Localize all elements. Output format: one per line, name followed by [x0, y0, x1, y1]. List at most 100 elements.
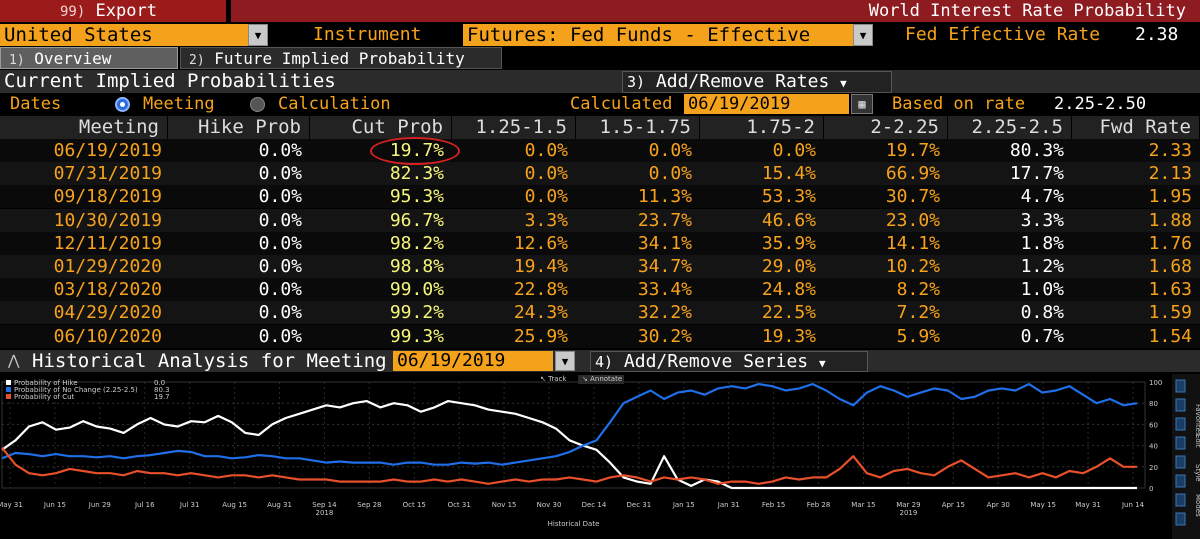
series-line — [1, 400, 1137, 490]
table-cell: 96.7% — [389, 209, 444, 231]
historical-dropdown-icon[interactable]: ▼ — [555, 351, 575, 371]
table-cell: 99.0% — [389, 279, 444, 301]
table-cell: 06/19/2019 — [53, 140, 162, 161]
tab-future-label: Future Implied Probability — [214, 49, 465, 68]
table-cell: 1.8% — [1020, 232, 1064, 254]
table-cell: 4.7% — [1020, 186, 1064, 208]
tab-overview-label: Overview — [34, 49, 112, 68]
column-header[interactable]: 1.25-1.5 — [452, 116, 576, 139]
column-header[interactable]: Cut Prob — [310, 116, 452, 139]
table-row[interactable] — [0, 162, 1200, 186]
calculated-date-input[interactable]: 06/19/2019 — [684, 94, 849, 114]
toolbar-icon — [1175, 474, 1186, 488]
section-title: Current Implied Probabilities — [4, 70, 336, 92]
table-cell: 1.88 — [1148, 209, 1192, 231]
column-header[interactable]: Meeting — [0, 116, 168, 139]
table-row[interactable] — [0, 255, 1200, 278]
x-tick-label: Nov 15 — [492, 501, 517, 509]
x-tick-label: Aug 31 — [267, 501, 292, 509]
meeting-radio[interactable] — [115, 97, 130, 112]
table-cell: 22.8% — [513, 279, 568, 301]
column-header[interactable]: Hike Prob — [168, 116, 310, 139]
add-remove-series-button[interactable]: 4) Add/Remove Series ▼ — [590, 351, 868, 372]
table-cell: 22.5% — [761, 302, 816, 324]
table-cell: 1.59 — [1148, 302, 1192, 324]
table-cell: 30.7% — [885, 186, 940, 208]
historical-meeting-input[interactable]: 06/19/2019 — [393, 351, 553, 371]
table-cell: 95.3% — [389, 186, 444, 208]
table-cell: 1.76 — [1148, 232, 1192, 254]
table-cell: 8.2% — [896, 279, 940, 301]
x-tick-label: May 15 — [1030, 501, 1056, 509]
table-cell: 06/10/2020 — [53, 325, 162, 347]
table-cell: 35.9% — [761, 232, 816, 254]
instrument-select[interactable]: Futures: Fed Funds - Effective — [463, 24, 853, 46]
table-row[interactable] — [0, 278, 1200, 302]
toolbar-icon — [1175, 436, 1186, 450]
toolbar-icon — [1175, 493, 1186, 507]
table-row[interactable] — [0, 301, 1200, 325]
table-cell: 0.0% — [648, 163, 692, 185]
table-cell: 0.0% — [258, 279, 302, 301]
x-tick-label: May 31 — [0, 501, 23, 509]
current-probabilities-header: Current Implied Probabilities — [0, 70, 1200, 93]
x-tick-label: Jan 31 — [717, 501, 740, 509]
column-header[interactable]: 1.5-1.75 — [576, 116, 700, 139]
table-row[interactable] — [0, 139, 1200, 162]
table-row[interactable] — [0, 324, 1200, 348]
export-key: 99) — [60, 4, 86, 20]
tab-overview[interactable]: 1) Overview — [0, 47, 178, 69]
toolbar-icon — [1175, 398, 1186, 412]
add-remove-series-key: 4) — [595, 353, 614, 371]
fed-rate-value: 2.38 — [1135, 24, 1179, 45]
legend-value: 0.0 — [154, 379, 165, 387]
side-label: Favorites — [1194, 404, 1200, 436]
side-label: Edit — [1194, 434, 1200, 448]
table-cell: 19.7% — [885, 140, 940, 161]
table-cell: 03/18/2020 — [53, 279, 162, 301]
column-header[interactable]: 2-2.25 — [824, 116, 948, 139]
table-cell: 25.9% — [513, 325, 568, 347]
legend-label: Probability of Hike — [14, 379, 78, 387]
country-dropdown-icon[interactable]: ▼ — [248, 24, 268, 46]
x-tick-label: Oct 31 — [448, 501, 471, 509]
column-header[interactable]: 1.75-2 — [700, 116, 824, 139]
table-row[interactable] — [0, 231, 1200, 255]
table-cell: 0.0% — [258, 325, 302, 347]
plot-area — [1, 381, 1146, 489]
column-header[interactable]: Fwd Rate — [1072, 116, 1200, 139]
table-row[interactable] — [0, 208, 1200, 232]
table-cell: 82.3% — [389, 163, 444, 185]
table-cell: 1.95 — [1148, 186, 1192, 208]
calendar-icon[interactable]: ▦ — [851, 94, 873, 114]
x-tick-label: Dec 14 — [582, 501, 607, 509]
tab-future-implied-probability[interactable]: 2) Future Implied Probability — [180, 47, 502, 69]
y-tick-label: 20 — [1149, 464, 1158, 472]
highlight-circle — [370, 137, 460, 165]
tab-future-key: 2) — [189, 53, 205, 68]
track-button: ↖ Track — [540, 375, 567, 383]
year-label: 2019 — [899, 509, 917, 517]
table-cell: 01/29/2020 — [53, 256, 162, 277]
export-button[interactable]: 99) Export — [0, 0, 228, 22]
table-cell: 0.0% — [258, 140, 302, 161]
table-cell: 0.8% — [1020, 302, 1064, 324]
table-cell: 17.7% — [1009, 163, 1064, 185]
export-label: Export — [95, 1, 157, 21]
annotate-button: ↘ Annotate — [582, 375, 622, 383]
instrument-dropdown-icon[interactable]: ▼ — [853, 24, 873, 46]
add-remove-rates-button[interactable]: 3) Add/Remove Rates ▼ — [622, 71, 892, 93]
based-on-label: Based on rate — [892, 94, 1026, 114]
calculation-radio[interactable] — [250, 97, 265, 112]
collapse-icon[interactable]: ⋀ — [8, 353, 20, 369]
table-cell: 12.6% — [513, 232, 568, 254]
country-select[interactable]: United States — [0, 24, 248, 46]
table-cell: 80.3% — [1009, 140, 1064, 161]
table-row[interactable] — [0, 185, 1200, 209]
table-cell: 19.3% — [761, 325, 816, 347]
table-cell: 24.3% — [513, 302, 568, 324]
legend-label: Probability of Cut — [14, 393, 75, 401]
dates-label: Dates — [10, 94, 62, 114]
x-axis-label: Historical Date — [548, 520, 600, 528]
column-header[interactable]: 2.25-2.5 — [948, 116, 1072, 139]
